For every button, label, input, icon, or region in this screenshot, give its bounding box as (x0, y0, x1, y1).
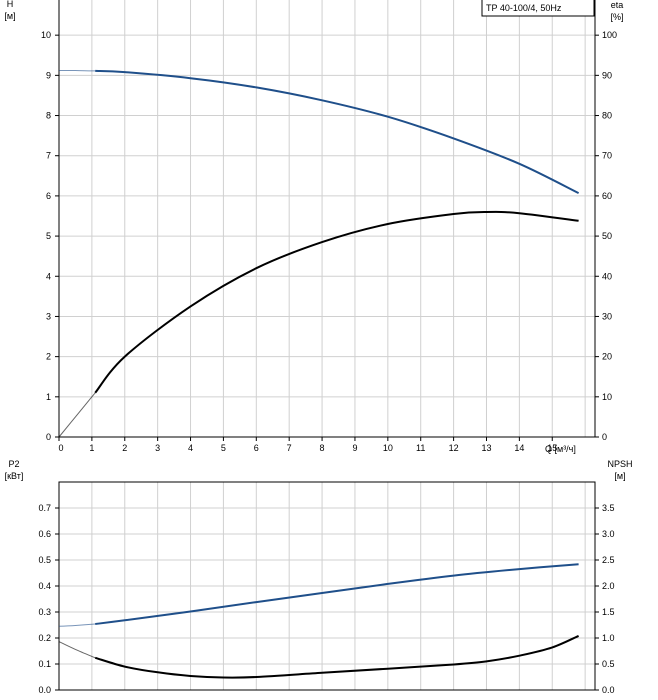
y-left-tick-label: 0 (46, 432, 51, 442)
top-series-1-extension (58, 392, 96, 438)
y-left-tick-label: 8 (46, 111, 51, 121)
x-tick-label: 14 (514, 443, 524, 453)
y-right-tick-label: 10 (602, 392, 612, 402)
bottom-series-1-line (94, 634, 580, 679)
bottom-series-1-extension (58, 641, 96, 659)
y-right-tick-label: 0 (602, 432, 607, 442)
npsh-tick-label: 2.0 (602, 581, 615, 591)
top-left-axis-unit: [м] (4, 11, 15, 21)
y-left-tick-label: 5 (46, 231, 51, 241)
bottom-grid (59, 482, 595, 690)
y-left-tick-label: 7 (46, 151, 51, 161)
y-right-tick-label: 20 (602, 352, 612, 362)
p2-tick-label: 0.3 (38, 607, 51, 617)
p2-tick-label: 0.2 (38, 633, 51, 643)
x-tick-label: 1 (89, 443, 94, 453)
y-right-tick-label: 40 (602, 271, 612, 281)
top-right-axis-unit: [%] (610, 12, 623, 22)
bottom-curves (58, 563, 580, 679)
top-tick-labels: 0 1 2 3 4 5 6 7 8 9 10 11 12 13 14 15012345678910010203… (41, 30, 617, 453)
top-series-1-line (94, 210, 579, 394)
y-left-tick-label: 1 (46, 392, 51, 402)
bottom-left-axis-label: P2 (8, 459, 19, 469)
bottom-left-axis-unit: [кВт] (5, 471, 24, 481)
top-grid (59, 0, 595, 437)
npsh-tick-label: 3.5 (602, 503, 615, 513)
npsh-tick-label: 1.5 (602, 607, 615, 617)
x-tick-label: 15 (547, 443, 557, 453)
y-right-tick-label: 100 (602, 30, 617, 40)
bottom-series-0-line (95, 563, 579, 625)
top-left-axis-label: H (7, 0, 14, 9)
y-left-tick-label: 3 (46, 311, 51, 321)
y-left-tick-label: 4 (46, 271, 51, 281)
bottom-series-0-extension (58, 623, 96, 627)
y-left-tick-label: 6 (46, 191, 51, 201)
y-right-tick-label: 70 (602, 151, 612, 161)
y-right-tick-label: 30 (602, 311, 612, 321)
p2-tick-label: 0.6 (38, 529, 51, 539)
x-tick-label: 12 (449, 443, 459, 453)
x-tick-label: 10 (383, 443, 393, 453)
y-right-tick-label: 90 (602, 70, 612, 80)
bottom-tick-labels: 0.0 0.1 0.2 0.3 0.4 0.5 0.6 0.7 0.0 0.5 1.0 1.5 2.0 2… (38, 503, 614, 695)
y-left-tick-label: 10 (41, 30, 51, 40)
p2-tick-label: 0.1 (38, 659, 51, 669)
npsh-tick-label: 1.0 (602, 633, 615, 643)
npsh-tick-label: 0.0 (602, 685, 615, 695)
y-right-tick-label: 60 (602, 191, 612, 201)
y-right-tick-label: 50 (602, 231, 612, 241)
x-tick-label: 5 (221, 443, 226, 453)
y-left-tick-label: 9 (46, 70, 51, 80)
x-tick-label: 0 (58, 443, 63, 453)
x-axis-label: Q [м³/ч] (545, 444, 576, 454)
x-tick-label: 11 (416, 443, 425, 453)
npsh-tick-label: 0.5 (602, 659, 615, 669)
bottom-right-axis-unit: [м] (614, 471, 625, 481)
top-series-0-line (95, 69, 580, 194)
x-tick-label: 2 (122, 443, 127, 453)
p2-tick-label: 0.5 (38, 555, 51, 565)
npsh-tick-label: 2.5 (602, 555, 615, 565)
x-tick-label: 4 (188, 443, 193, 453)
title-box (481, 0, 595, 17)
bottom-right-axis-label: NPSH (607, 459, 632, 469)
p2-tick-label: 0.0 (38, 685, 51, 695)
x-tick-label: 8 (320, 443, 325, 453)
x-tick-label: 7 (287, 443, 292, 453)
x-tick-label: 6 (254, 443, 259, 453)
chart-title: TP 40-100/4, 50Hz (486, 3, 562, 13)
x-tick-label: 9 (352, 443, 357, 453)
top-right-axis-label: eta (611, 0, 624, 10)
x-tick-label: 13 (481, 443, 491, 453)
x-tick-label: 3 (155, 443, 160, 453)
p2-tick-label: 0.7 (38, 503, 51, 513)
npsh-tick-label: 3.0 (602, 529, 615, 539)
top-plot-frame (58, 0, 596, 438)
top-curves (58, 69, 580, 438)
y-right-tick-label: 80 (602, 111, 612, 121)
p2-tick-label: 0.4 (38, 581, 51, 591)
y-left-tick-label: 2 (46, 352, 51, 362)
